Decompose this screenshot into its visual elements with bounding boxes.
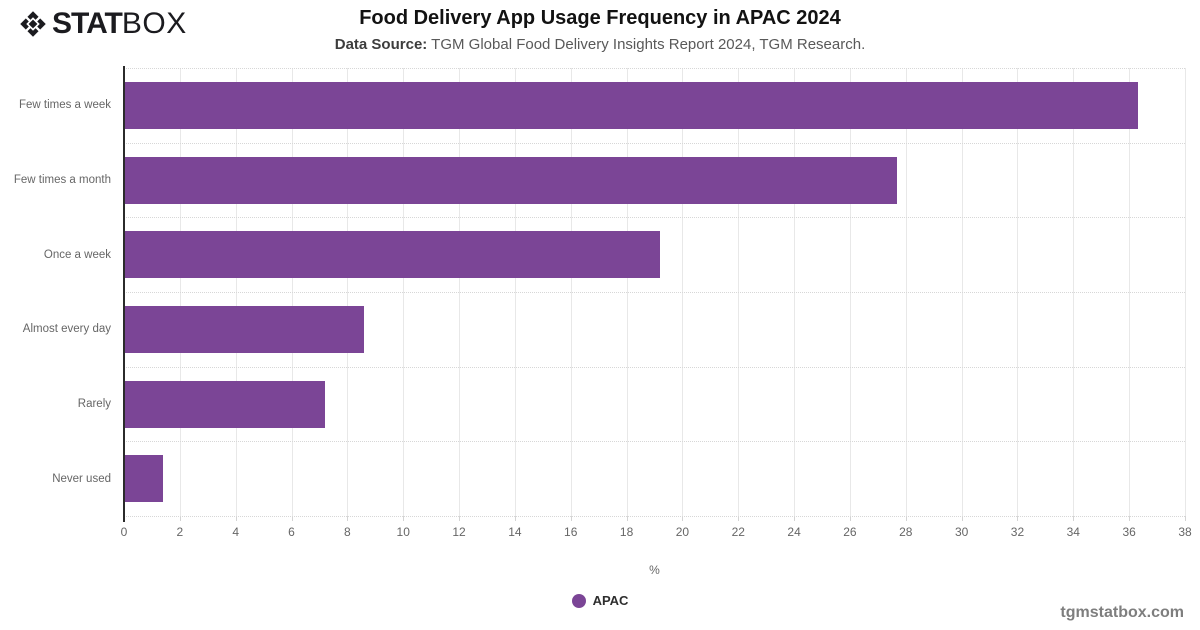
category-label-once-a-week: Once a week <box>43 248 111 261</box>
x-tick-label: 0 <box>120 525 128 539</box>
x-tick-mark <box>459 516 461 521</box>
logo-text-stat: STAT <box>52 7 123 40</box>
x-tick-label: 18 <box>619 525 634 539</box>
x-tick-label: 14 <box>508 525 522 539</box>
row-divider <box>124 68 1185 69</box>
row-divider <box>124 217 1185 219</box>
x-tick-label: 28 <box>899 525 913 539</box>
category-label-almost-every-day: Almost every day <box>22 323 111 336</box>
watermark: tgmstatbox.com <box>1060 604 1184 621</box>
x-tick-label: 32 <box>1010 525 1025 539</box>
x-tick-mark <box>570 516 572 521</box>
x-tick-label: 2 <box>176 525 184 539</box>
category-label-few-times-a-month: Few times a month <box>13 174 111 186</box>
legend-label-apac: APAC <box>592 593 629 608</box>
data-source-label: Data Source: <box>334 36 428 53</box>
x-tick-mark <box>738 516 740 521</box>
x-tick-label: 20 <box>675 525 690 539</box>
x-tick-mark <box>1129 516 1131 521</box>
x-tick-mark <box>626 516 628 521</box>
bar-once-a-week[interactable] <box>124 231 661 279</box>
x-tick-label: 26 <box>843 525 857 539</box>
x-tick-mark <box>291 516 293 521</box>
bar-few-times-a-month[interactable] <box>124 156 898 204</box>
category-label-rarely: Rarely <box>77 398 111 410</box>
statbox-diamond-icon <box>20 11 46 37</box>
x-axis-label: % <box>649 563 660 577</box>
x-tick-label: 24 <box>787 525 801 539</box>
row-divider <box>124 292 1185 293</box>
x-tick-label: 16 <box>564 525 578 539</box>
row-divider <box>124 142 1185 144</box>
x-tick-label: 22 <box>731 525 745 539</box>
x-tick-mark <box>794 516 796 521</box>
row-divider <box>124 441 1185 443</box>
x-tick-mark <box>347 516 349 521</box>
x-tick-mark <box>961 516 963 521</box>
x-tick-label: 12 <box>452 525 466 539</box>
x-tick-label: 8 <box>344 525 351 539</box>
statbox-logo: STAT BOX <box>20 7 187 41</box>
row-divider <box>124 516 1185 517</box>
x-tick-label: 6 <box>288 525 295 539</box>
legend[interactable]: APAC <box>0 593 1200 608</box>
x-tick-mark <box>235 516 237 521</box>
x-tick-mark <box>1017 516 1019 521</box>
category-label-never-used: Never used <box>52 472 111 485</box>
bar-almost-every-day[interactable] <box>124 305 365 353</box>
x-tick-mark <box>682 516 684 521</box>
x-tick-label: 30 <box>954 525 969 539</box>
x-tick-mark <box>905 516 907 521</box>
chart-subtitle: Data Source: TGM Global Food Delivery In… <box>0 36 1200 53</box>
row-divider <box>124 366 1185 368</box>
x-tick-label: 4 <box>232 525 240 539</box>
y-axis-line <box>123 66 125 522</box>
x-tick-mark <box>849 516 851 521</box>
x-gridline <box>1185 68 1186 516</box>
x-tick-label: 38 <box>1178 525 1192 539</box>
x-tick-mark <box>1073 516 1075 521</box>
x-tick-label: 10 <box>396 525 410 539</box>
data-source-text: TGM Global Food Delivery Insights Report… <box>427 36 866 53</box>
x-tick-mark <box>514 516 516 521</box>
legend-marker-apac <box>571 593 586 608</box>
category-label-few-times-a-week: Few times a week <box>18 99 111 112</box>
logo-text-box: BOX <box>121 7 187 40</box>
bar-rarely[interactable] <box>124 380 326 428</box>
bar-few-times-a-week[interactable] <box>124 81 1138 129</box>
x-tick-mark <box>403 516 405 521</box>
plot-area: % 0 2 4 6 8 10 12 14 16 18 20 22 24 26 28 30 32 34 36 38 Few… <box>14 66 1192 577</box>
x-tick-label: 34 <box>1066 525 1080 539</box>
chart-title: Food Delivery App Usage Frequency in APA… <box>359 7 841 29</box>
x-tick-mark <box>179 516 181 521</box>
x-tick-mark <box>1185 516 1186 521</box>
bar-never-used[interactable] <box>124 455 164 503</box>
x-tick-label: 36 <box>1122 525 1136 539</box>
